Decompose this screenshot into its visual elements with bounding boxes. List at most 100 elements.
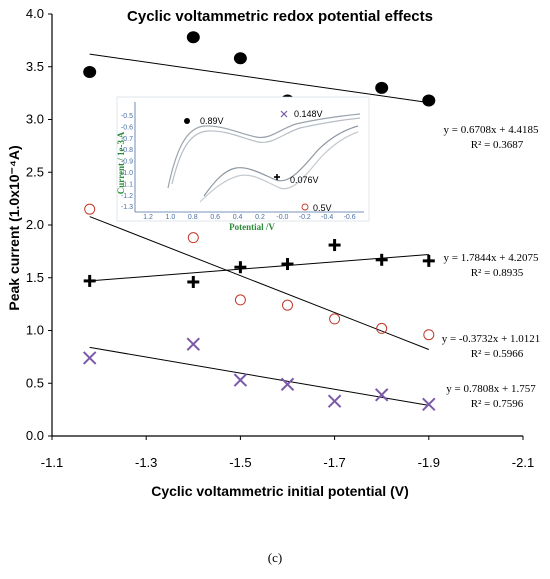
y-tick-label: 0.5 <box>26 375 44 390</box>
inset-y-label: Current / 1e-3 A <box>116 131 126 194</box>
data-point <box>327 394 342 408</box>
y-tick-label: 0.0 <box>26 428 44 443</box>
r-squared-label: R² = 0.3687 <box>471 139 524 151</box>
inset-marker-x <box>280 110 288 118</box>
r-squared-label: R² = 0.5966 <box>471 348 524 360</box>
x-tick-label: -1.5 <box>229 455 251 470</box>
inset-x-tick-label: 1.0 <box>166 214 176 221</box>
trendline <box>89 216 429 350</box>
y-tick-label: 3.0 <box>26 112 44 127</box>
trendline-equations: y = 0.6708x + 4.4185 R² = 0.3687 y = 1.784… <box>442 124 541 410</box>
inset-y-tick-label: -0.7 <box>121 136 133 143</box>
inset-x-tick-label: 0.6 <box>210 214 220 221</box>
y-axis-label: Peak current (1.0x10⁻⁴A) <box>6 145 22 310</box>
chart-title: Cyclic voltammetric redox potential effe… <box>127 8 433 25</box>
y-tick-label: 2.5 <box>26 164 44 179</box>
data-point <box>422 94 436 107</box>
x-tick-label: -1.7 <box>323 455 345 470</box>
data-point <box>82 351 97 365</box>
inset-x-tick-label: -0.2 <box>299 214 311 221</box>
inset-voltammogram-curve <box>199 131 359 203</box>
inset-x-tick-label: -0.0 <box>276 214 288 221</box>
x-stroke-2 <box>233 373 248 387</box>
data-point <box>422 397 436 412</box>
trendline-equation: y = -0.3732x + 1.0121 <box>442 333 541 345</box>
x-stroke-2 <box>186 337 201 351</box>
inset-x-tick-label: -0.6 <box>344 214 356 221</box>
y-tick-label: 4.0 <box>26 6 44 21</box>
x-stroke-2 <box>374 388 389 402</box>
inset-voltammogram-curve <box>167 113 361 189</box>
x-stroke-2 <box>82 351 97 365</box>
inset-y-tick-label: -1.0 <box>121 170 133 177</box>
x-stroke-2 <box>327 394 342 408</box>
r-squared-label: R² = 0.7596 <box>471 398 524 410</box>
r-squared-label: R² = 0.8935 <box>471 267 524 279</box>
data-point <box>329 313 341 325</box>
inset-y-tick-label: -0.9 <box>121 159 133 166</box>
inset-marker-ring <box>301 203 309 211</box>
data-point <box>84 203 96 215</box>
trendline <box>89 346 429 406</box>
x-axis-label: Cyclic voltammetric initial potential (V… <box>151 483 409 499</box>
trendline-equation: y = 1.7844x + 4.2075 <box>444 252 539 264</box>
inset-voltammogram-curve <box>203 125 359 197</box>
data-point <box>281 258 294 271</box>
data-point <box>328 239 341 252</box>
inset-chart: -0.5 -0.6 -0.7 -0.8 -0.9 -1.0 -1.1 -1.2 -1.3 1.2 1… <box>116 96 370 232</box>
inset-x-tick-label: -0.4 <box>321 214 333 221</box>
y-tick-label: 3.5 <box>26 59 44 74</box>
x-tick-label: -1.3 <box>135 455 157 470</box>
inset-y-tick-label: -1.3 <box>121 204 133 211</box>
data-point <box>83 274 96 287</box>
inset-annotation: 0.89V <box>200 116 224 126</box>
trendline <box>89 254 429 282</box>
y-tick-label: 1.5 <box>26 270 44 285</box>
inset-x-tick-label: 1.2 <box>143 214 153 221</box>
inset-x-tick-label: 0.4 <box>233 214 243 221</box>
inset-x-tick-label: 0.8 <box>188 214 198 221</box>
data-point <box>234 294 246 306</box>
trendline <box>89 53 429 104</box>
inset-y-tick-label: -1.2 <box>121 193 133 200</box>
data-point <box>187 275 200 288</box>
data-point <box>186 31 200 44</box>
inset-x-label: Potential /V <box>229 222 275 232</box>
data-point <box>423 329 435 341</box>
inset-y-tick-label: -0.8 <box>121 147 133 154</box>
data-point <box>233 52 247 65</box>
data-point <box>375 81 389 94</box>
data-point <box>233 373 248 387</box>
data-point <box>282 299 293 311</box>
x-stroke-2 <box>280 377 295 392</box>
trendlines <box>89 53 429 406</box>
inset-annotation: 0.148V <box>294 109 323 119</box>
data-point <box>186 337 201 351</box>
figure-caption: (c) <box>267 550 283 565</box>
data-point <box>234 261 247 274</box>
data-point <box>375 253 388 266</box>
data-point <box>376 322 388 334</box>
axes: 0.0 0.5 1.0 1.5 2.0 2.5 3.0 3.5 4.0 -1.1 -1.3 -1.5 -… <box>26 6 534 470</box>
inset-x-tick-label: 0.2 <box>255 214 265 221</box>
x-tick-label: -2.1 <box>512 455 534 470</box>
data-point <box>422 254 435 267</box>
y-tick-label: 2.0 <box>26 217 44 232</box>
inset-annotation: 0.5V <box>313 203 332 213</box>
trendline-equation: y = 0.6708x + 4.4185 <box>444 124 539 136</box>
trendline-equation: y = 0.7808x + 1.757 <box>446 383 536 395</box>
data-point <box>280 377 295 392</box>
inset-marker-dot <box>184 118 190 124</box>
inset-annotation: 0.076V <box>290 175 319 185</box>
inset-y-tick-label: -0.5 <box>121 113 133 120</box>
x-tick-label: -1.9 <box>418 455 440 470</box>
data-point <box>83 66 97 79</box>
data-point <box>187 232 199 244</box>
x-tick-label: -1.1 <box>41 455 63 470</box>
x-stroke-2 <box>422 397 436 412</box>
inset-y-tick-label: -1.1 <box>121 181 133 188</box>
inset-voltammogram-curve <box>171 117 361 185</box>
data-point <box>374 388 389 402</box>
y-tick-label: 1.0 <box>26 323 44 338</box>
